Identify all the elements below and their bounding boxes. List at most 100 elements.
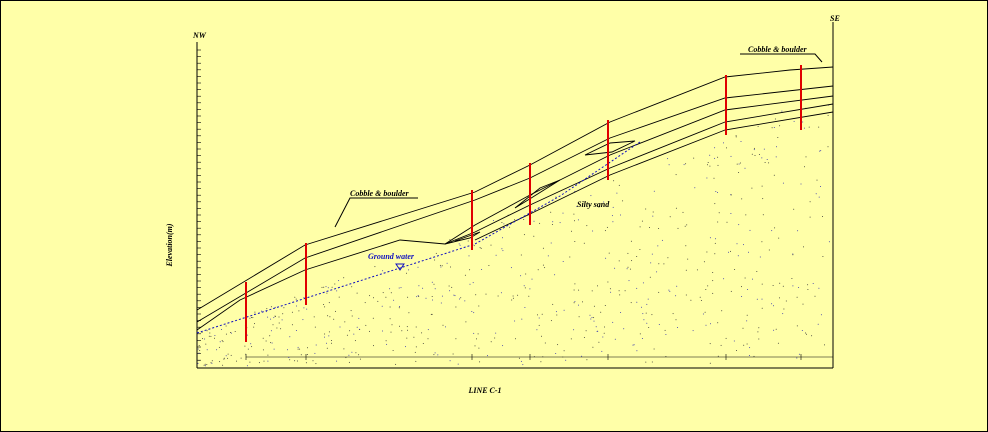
dot — [432, 314, 433, 315]
dot — [455, 338, 456, 339]
dot — [686, 295, 687, 296]
dot — [501, 292, 502, 293]
dot — [605, 230, 606, 231]
dot — [292, 324, 293, 325]
dot — [571, 338, 572, 339]
dot — [715, 238, 716, 239]
dot — [276, 328, 277, 329]
dot — [820, 150, 821, 151]
frame — [1, 1, 988, 432]
dot — [694, 187, 695, 188]
dot — [391, 292, 392, 293]
dot — [303, 307, 304, 308]
dot — [326, 293, 327, 294]
dot — [564, 350, 565, 351]
dot — [815, 296, 816, 297]
dot — [418, 267, 419, 268]
dot — [706, 325, 707, 326]
dot — [803, 304, 804, 305]
dot — [612, 322, 613, 323]
dot — [612, 221, 613, 222]
dot — [604, 327, 605, 328]
dot — [569, 257, 570, 258]
dot — [804, 128, 805, 129]
dot — [220, 341, 221, 342]
dot — [778, 238, 779, 239]
dot — [712, 272, 713, 273]
dot — [534, 221, 535, 222]
dot — [578, 219, 579, 220]
dot — [778, 343, 779, 344]
dot — [211, 362, 212, 363]
dot — [207, 349, 208, 350]
dot — [267, 317, 268, 318]
dot — [819, 197, 820, 198]
dot — [718, 165, 719, 166]
dot — [643, 319, 644, 320]
dot — [811, 335, 812, 336]
dot — [762, 284, 763, 285]
dot — [494, 338, 495, 339]
dot — [271, 306, 272, 307]
dot — [470, 284, 471, 285]
dot — [590, 315, 591, 316]
dot — [343, 277, 344, 278]
dot — [327, 348, 328, 349]
dot — [774, 175, 775, 176]
dot — [322, 287, 323, 288]
dot — [523, 219, 524, 220]
dot — [727, 222, 728, 223]
dot — [779, 297, 780, 298]
caption: LINE C-1 — [467, 386, 501, 395]
dot — [205, 365, 206, 366]
dot — [478, 306, 479, 307]
dot — [469, 269, 470, 270]
dot — [597, 285, 598, 286]
dot — [347, 335, 348, 336]
dot — [755, 155, 756, 156]
dot — [639, 249, 640, 250]
dot — [719, 212, 720, 213]
dot — [401, 330, 402, 331]
dot — [280, 328, 281, 329]
dot — [685, 163, 686, 164]
dot — [339, 297, 340, 298]
dot — [714, 178, 715, 179]
dot — [750, 230, 751, 231]
dot — [241, 358, 242, 359]
dot — [659, 324, 660, 325]
dot — [620, 215, 621, 216]
dot — [663, 263, 664, 264]
dot — [578, 305, 579, 306]
dot — [481, 269, 482, 270]
dot — [714, 158, 715, 159]
dot — [652, 216, 653, 217]
dot — [598, 342, 599, 343]
dot — [731, 156, 732, 157]
dot — [758, 327, 759, 328]
dot — [734, 341, 735, 342]
dot — [408, 269, 409, 270]
dot — [620, 312, 621, 313]
dot — [365, 302, 366, 303]
dot — [198, 363, 199, 364]
dot — [771, 230, 772, 231]
dot — [776, 156, 777, 157]
dot — [749, 347, 750, 348]
dot — [270, 319, 271, 320]
dot — [393, 350, 394, 351]
dot — [650, 262, 651, 263]
dot — [432, 300, 433, 301]
dot — [282, 313, 283, 314]
dot — [351, 286, 352, 287]
dot — [628, 267, 629, 268]
dot — [348, 355, 349, 356]
dot — [809, 127, 810, 128]
dot — [619, 290, 620, 291]
dot — [473, 333, 474, 334]
dot — [665, 334, 666, 335]
dot — [351, 310, 352, 311]
dot — [399, 288, 400, 289]
dot — [450, 267, 451, 268]
dot — [323, 287, 324, 288]
